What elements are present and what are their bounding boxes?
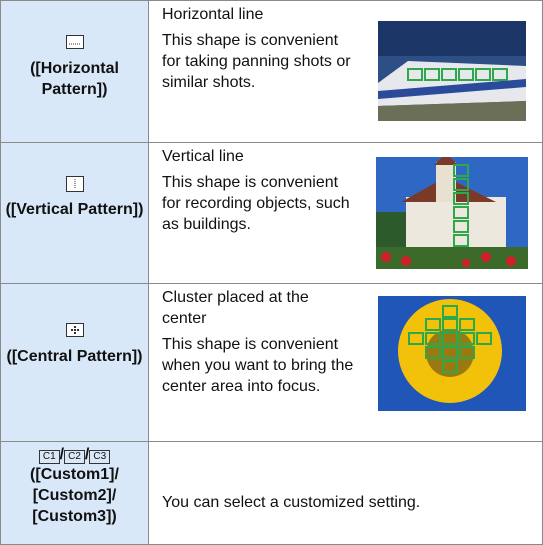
train-photo [378,21,526,121]
separator: / [59,446,65,463]
shape-description: This shape is convenient for taking pann… [162,32,351,91]
horizontal-icon [65,35,84,49]
shape-description: This shape is convenient for recording o… [162,174,350,233]
description-cell: Cluster placed at the center This shape … [148,283,543,442]
central-icon [65,323,84,337]
mode-cell: ([Vertical Pattern]) [0,142,149,284]
mode-cell: C1/C2/C3 ([Custom1]/ [Custom2]/ [Custom3… [0,441,149,545]
shape-description: This shape is convenient when you want t… [162,336,354,395]
building-photo [376,157,528,269]
description-cell: You can select a customized setting. [148,441,543,545]
shape-heading: Horizontal line [162,6,264,23]
shape-heading: Cluster placed at the center [162,289,309,327]
shape-description: You can select a customized setting. [162,494,421,511]
mode-name: ([Central Pattern]) [6,348,143,365]
custom-icon: C1 [38,450,60,464]
sunflower-photo [378,296,526,411]
custom-icon: C3 [89,450,111,464]
shape-heading: Vertical line [162,148,244,165]
vertical-icon [65,176,84,192]
mode-cell: ([Horizontal Pattern]) [0,0,149,143]
custom-icons: C1/C2/C3 [1,444,148,464]
description-cell: Horizontal line This shape is convenient… [148,0,543,143]
mode-name: ([Horizontal Pattern]) [30,60,119,98]
mode-name: ([Custom1]/ [Custom2]/ [Custom3]) [30,466,119,525]
mode-cell: ([Central Pattern]) [0,283,149,442]
custom-icon: C2 [64,450,85,464]
mode-name: ([Vertical Pattern]) [5,201,144,218]
separator: / [84,446,90,463]
description-cell: Vertical line This shape is convenient f… [148,142,543,284]
